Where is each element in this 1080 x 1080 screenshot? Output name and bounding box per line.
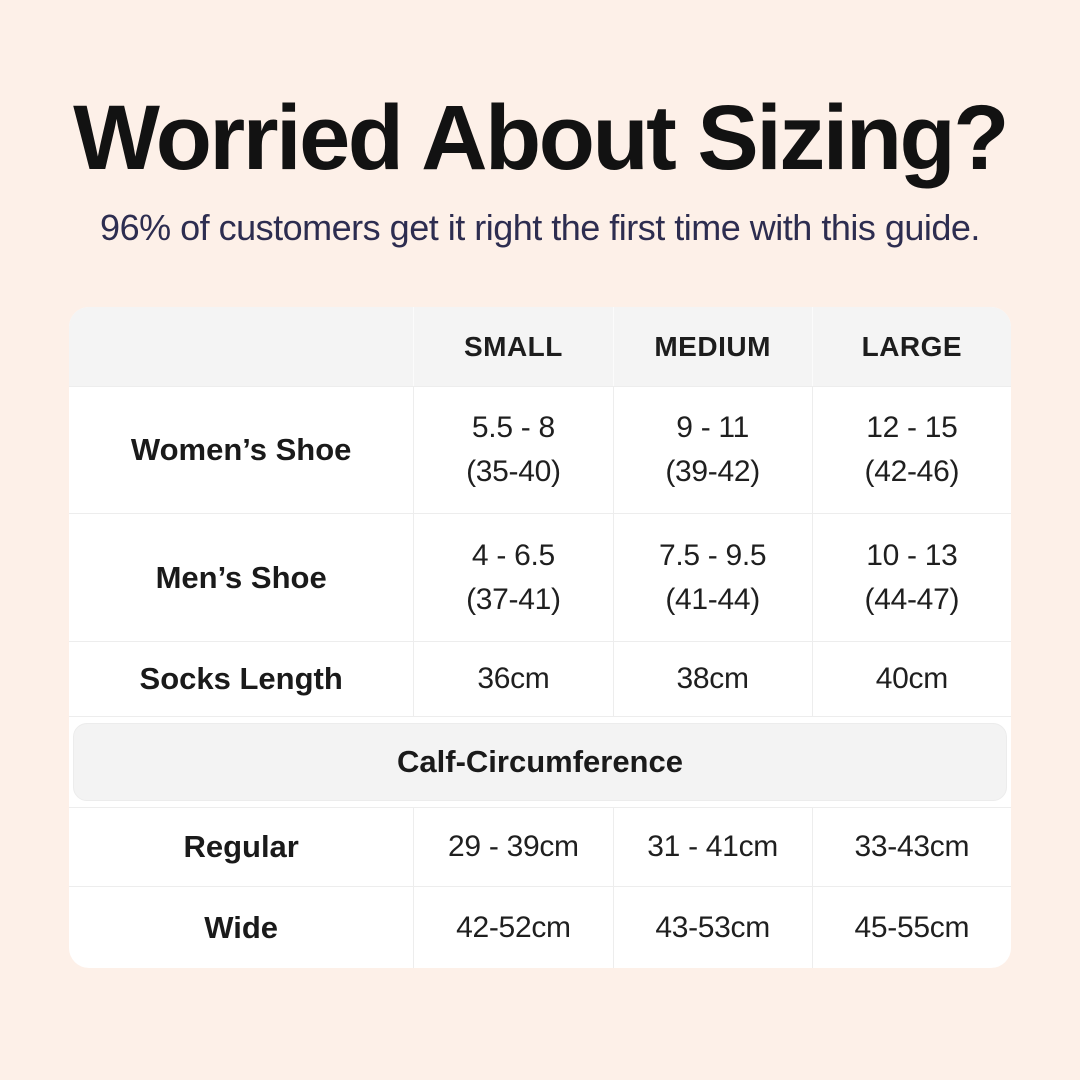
table-header-row: SMALL MEDIUM LARGE — [69, 307, 1011, 387]
size-value: 43-53cm — [655, 910, 770, 944]
size-value: 7.5 - 9.5 — [658, 538, 767, 572]
wide-large-cell: 45-55cm — [811, 887, 1011, 969]
mens-shoe-large-cell: 10 - 13 (44-47) — [811, 514, 1011, 642]
size-value: 10 - 13 — [866, 538, 958, 572]
socks-length-medium-cell: 38cm — [612, 642, 812, 717]
size-value-eu: (41-44) — [665, 582, 760, 616]
table-row-womens-shoe: Women’s Shoe 5.5 - 8 (35-40) 9 - 11 (39-… — [69, 386, 1011, 514]
size-value: 42-52cm — [456, 910, 571, 944]
table-row-socks-length: Socks Length 36cm 38cm 40cm — [69, 641, 1011, 717]
wide-medium-cell: 43-53cm — [612, 887, 812, 969]
row-label-socks-length: Socks Length — [139, 661, 343, 697]
size-value: 9 - 11 — [676, 411, 749, 445]
size-value-eu: (37-41) — [466, 582, 561, 616]
womens-shoe-large-cell: 12 - 15 (42-46) — [811, 387, 1011, 514]
wide-small-cell: 42-52cm — [413, 887, 612, 969]
row-label-wide: Wide — [204, 909, 279, 945]
regular-small-cell: 29 - 39cm — [413, 808, 612, 887]
regular-large-cell: 33-43cm — [811, 808, 1011, 887]
size-value: 38cm — [676, 662, 749, 696]
column-header-small: SMALL — [413, 307, 612, 387]
row-label-womens-shoe: Women’s Shoe — [130, 432, 352, 468]
size-chart-table: SMALL MEDIUM LARGE Women’s Shoe 5.5 - 8 … — [69, 307, 1011, 969]
size-value-eu: (44-47) — [864, 582, 960, 616]
size-value: 33-43cm — [854, 830, 970, 864]
size-value-eu: (42-46) — [864, 455, 960, 489]
size-value: 40cm — [875, 662, 948, 696]
column-header-large: LARGE — [811, 307, 1011, 387]
regular-medium-cell: 31 - 41cm — [612, 808, 812, 887]
header-empty-cell — [69, 307, 413, 386]
table-row-mens-shoe: Men’s Shoe 4 - 6.5 (37-41) 7.5 - 9.5 (41… — [69, 513, 1011, 642]
row-label-regular: Regular — [183, 829, 299, 865]
size-value: 5.5 - 8 — [471, 411, 555, 445]
section-header-row: Calf-Circumference — [69, 716, 1011, 808]
size-value-eu: (39-42) — [665, 455, 760, 489]
socks-length-large-cell: 40cm — [811, 642, 1011, 717]
mens-shoe-small-cell: 4 - 6.5 (37-41) — [413, 514, 612, 642]
mens-shoe-medium-cell: 7.5 - 9.5 (41-44) — [612, 514, 812, 642]
page-title: Worried About Sizing? — [73, 87, 1009, 189]
column-header-medium: MEDIUM — [612, 307, 812, 387]
size-value: 4 - 6.5 — [471, 538, 555, 572]
section-header-calf-circumference: Calf-Circumference — [73, 723, 1007, 802]
socks-length-small-cell: 36cm — [413, 642, 612, 717]
womens-shoe-small-cell: 5.5 - 8 (35-40) — [413, 387, 612, 514]
row-label-mens-shoe: Men’s Shoe — [155, 559, 327, 595]
size-value: 29 - 39cm — [448, 830, 579, 864]
table-row-wide: Wide 42-52cm 43-53cm 45-55cm — [69, 886, 1011, 969]
size-value: 36cm — [477, 662, 550, 696]
size-value: 31 - 41cm — [647, 830, 778, 864]
size-value: 45-55cm — [854, 910, 970, 944]
womens-shoe-medium-cell: 9 - 11 (39-42) — [612, 387, 812, 514]
size-value: 12 - 15 — [866, 411, 958, 445]
size-value-eu: (35-40) — [466, 455, 561, 489]
subtitle: 96% of customers get it right the first … — [100, 207, 980, 249]
table-row-regular: Regular 29 - 39cm 31 - 41cm 33-43cm — [69, 807, 1011, 887]
